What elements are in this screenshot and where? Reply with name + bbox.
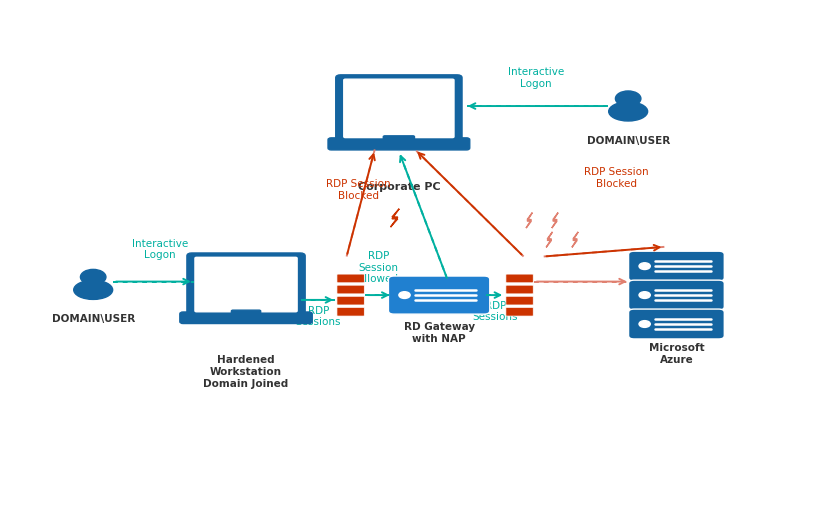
Circle shape <box>80 269 106 285</box>
FancyBboxPatch shape <box>195 258 297 312</box>
Circle shape <box>399 292 410 299</box>
Text: Interactive
Logon: Interactive Logon <box>508 67 564 89</box>
Polygon shape <box>551 212 558 228</box>
Bar <box>619 101 637 106</box>
Polygon shape <box>391 209 399 227</box>
Text: DOMAIN\USER: DOMAIN\USER <box>52 314 135 324</box>
Polygon shape <box>572 232 578 247</box>
Circle shape <box>615 91 641 106</box>
FancyBboxPatch shape <box>337 297 365 305</box>
FancyBboxPatch shape <box>628 309 724 339</box>
Ellipse shape <box>608 102 648 121</box>
FancyBboxPatch shape <box>337 307 365 316</box>
Text: DOMAIN\USER: DOMAIN\USER <box>587 136 670 146</box>
FancyBboxPatch shape <box>506 297 533 305</box>
FancyBboxPatch shape <box>628 280 724 310</box>
Text: RDP
Session
Allowed: RDP Session Allowed <box>359 251 399 285</box>
FancyBboxPatch shape <box>337 274 365 283</box>
Circle shape <box>639 263 650 269</box>
Polygon shape <box>526 212 532 228</box>
Text: RD Gateway
with NAP: RD Gateway with NAP <box>404 322 474 344</box>
FancyBboxPatch shape <box>337 285 365 294</box>
FancyBboxPatch shape <box>187 253 305 316</box>
Text: RDP
Sessions: RDP Sessions <box>473 301 518 323</box>
FancyBboxPatch shape <box>506 274 533 283</box>
Text: Interactive
Logon: Interactive Logon <box>132 239 188 261</box>
FancyBboxPatch shape <box>506 285 533 294</box>
FancyBboxPatch shape <box>180 312 313 324</box>
Text: RDP Session
Blocked: RDP Session Blocked <box>584 167 649 189</box>
Circle shape <box>639 292 650 299</box>
Circle shape <box>639 321 650 327</box>
FancyBboxPatch shape <box>506 307 533 316</box>
FancyBboxPatch shape <box>336 75 462 142</box>
FancyBboxPatch shape <box>628 251 724 281</box>
FancyBboxPatch shape <box>231 310 261 317</box>
FancyBboxPatch shape <box>383 136 415 143</box>
FancyBboxPatch shape <box>328 138 470 150</box>
Text: Corporate PC: Corporate PC <box>358 182 440 192</box>
Polygon shape <box>546 232 552 247</box>
Ellipse shape <box>74 280 112 300</box>
Text: Hardened
Workstation
Domain Joined: Hardened Workstation Domain Joined <box>204 356 288 388</box>
Text: RDP Session
Blocked: RDP Session Blocked <box>326 180 391 201</box>
Text: Microsoft
Azure: Microsoft Azure <box>649 343 704 365</box>
FancyBboxPatch shape <box>344 79 454 137</box>
FancyBboxPatch shape <box>389 276 489 314</box>
Text: RDP
Sessions: RDP Sessions <box>296 306 341 327</box>
Bar <box>85 279 102 284</box>
